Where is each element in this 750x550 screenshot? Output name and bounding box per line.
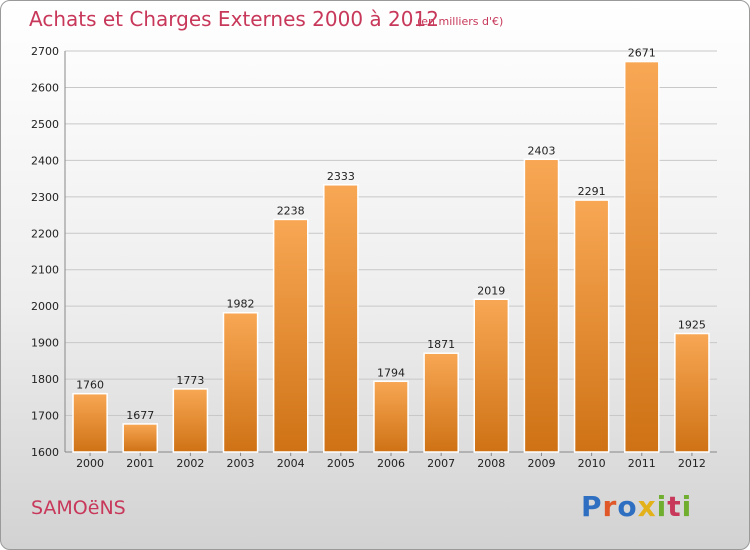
value-label: 1794 [377, 366, 405, 379]
chart-title: Achats et Charges Externes 2000 à 2012 [29, 7, 439, 31]
y-tick-label: 1800 [31, 373, 59, 386]
proxiti-logo[interactable]: Proxiti [581, 490, 693, 523]
x-tick-label: 2009 [527, 457, 555, 470]
bar-2006[interactable] [373, 380, 409, 453]
value-label: 2019 [477, 284, 505, 297]
x-tick-label: 2008 [477, 457, 505, 470]
y-tick-label: 2700 [31, 45, 59, 58]
bar-2012[interactable] [674, 332, 710, 453]
value-label: 1760 [76, 379, 104, 392]
value-label: 1871 [427, 338, 455, 351]
x-tick-label: 2006 [377, 457, 405, 470]
x-tick-label: 2011 [628, 457, 656, 470]
bar-2002[interactable] [172, 388, 209, 453]
y-tick-label: 2200 [31, 227, 59, 240]
y-tick-label: 1700 [31, 410, 59, 423]
x-tick-label: 2002 [176, 457, 204, 470]
bar-2008[interactable] [473, 298, 510, 453]
commune-name: SAMOëNS [31, 497, 126, 519]
value-label: 1925 [678, 319, 706, 332]
value-label: 2671 [628, 47, 656, 60]
value-label: 2403 [527, 144, 555, 157]
bar-2000[interactable] [72, 392, 108, 453]
bar-2001[interactable] [122, 423, 159, 453]
value-label: 1982 [227, 298, 255, 311]
bar-2003[interactable] [222, 311, 259, 453]
chart-subtitle: (en milliers d'€) [417, 15, 504, 28]
bar-2005[interactable] [323, 184, 359, 453]
y-tick-label: 2000 [31, 300, 59, 313]
y-tick-label: 2100 [31, 264, 59, 277]
y-tick-label: 2500 [31, 118, 59, 131]
bar-2004[interactable] [272, 218, 309, 453]
bar-2011[interactable] [623, 60, 660, 453]
y-tick-label: 2300 [31, 191, 59, 204]
x-tick-label: 2010 [578, 457, 606, 470]
y-tick-label: 2400 [31, 154, 59, 167]
value-label: 1773 [176, 374, 204, 387]
y-tick-label: 1900 [31, 337, 59, 350]
value-label: 1677 [126, 409, 154, 422]
value-label: 2291 [578, 185, 606, 198]
x-tick-label: 2005 [327, 457, 355, 470]
x-tick-label: 2000 [76, 457, 104, 470]
y-tick-label: 2600 [31, 81, 59, 94]
x-tick-label: 2003 [227, 457, 255, 470]
bar-2009[interactable] [523, 158, 560, 453]
x-tick-label: 2012 [678, 457, 706, 470]
value-label: 2333 [327, 170, 355, 183]
bar-2010[interactable] [573, 199, 610, 453]
bar-2007[interactable] [423, 352, 459, 453]
x-tick-label: 2004 [277, 457, 305, 470]
y-tick-label: 1600 [31, 446, 59, 459]
x-tick-label: 2001 [126, 457, 154, 470]
value-label: 2238 [277, 204, 305, 217]
x-tick-label: 2007 [427, 457, 455, 470]
